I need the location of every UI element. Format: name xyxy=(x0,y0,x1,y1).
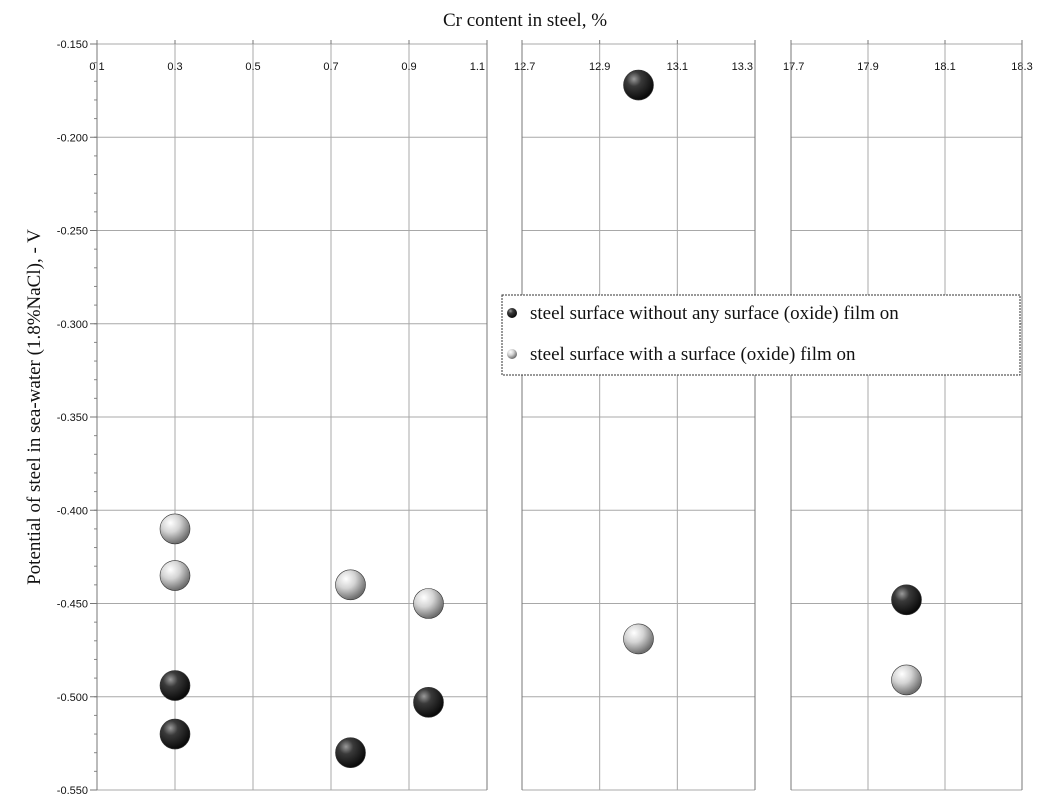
x-tick-label: 17.9 xyxy=(857,61,878,73)
x-tick-label: 12.7 xyxy=(514,61,535,73)
x-tick-label: 0.9 xyxy=(401,61,416,73)
x-tick-label: 12.9 xyxy=(589,61,610,73)
x-tick-label: 13.1 xyxy=(667,61,688,73)
y-axis: -0.150 -0.200 -0.250 -0.300 -0.350 -0.400 -0.4… xyxy=(57,39,98,796)
y-tick-label: -0.200 xyxy=(57,132,88,144)
y-tick-label: -0.500 xyxy=(57,692,88,704)
x-tick-label: 13.3 xyxy=(732,61,753,73)
chart-title: Cr content in steel, % xyxy=(443,10,607,31)
data-point-no-film xyxy=(159,718,191,750)
x-tick-label: 1.1 xyxy=(470,61,485,73)
data-point-no-film xyxy=(413,687,444,718)
legend-label-no-film: steel surface without any surface (oxide… xyxy=(530,303,899,324)
panels: 0.1 0.3 0.5 0.7 0.9 1.1 12.7 12.9 13.1 13.3 17.7 17… xyxy=(89,40,1033,791)
data-point-with-film xyxy=(159,513,191,545)
y-tick-label: -0.550 xyxy=(57,785,88,796)
legend-box xyxy=(501,294,1021,376)
y-tick-label: -0.300 xyxy=(57,319,88,331)
data-point-no-film xyxy=(623,69,654,101)
x-tick-label: 17.7 xyxy=(783,61,804,73)
legend-marker-no-film xyxy=(507,308,517,318)
data-point-with-film xyxy=(891,664,922,696)
x-tick-label: 18.1 xyxy=(934,61,955,73)
x-tick-label: 0.5 xyxy=(245,61,260,73)
y-tick-label: -0.350 xyxy=(57,412,88,424)
x-tick-label: 0.3 xyxy=(167,61,182,73)
legend: steel surface without any surface (oxide… xyxy=(501,294,1021,376)
legend-label-with-film: steel surface with a surface (oxide) fil… xyxy=(530,344,856,365)
y-tick-label: -0.250 xyxy=(57,226,88,238)
legend-marker-with-film xyxy=(507,349,517,359)
y-tick-label: -0.450 xyxy=(57,599,88,611)
y-tick-label: -0.400 xyxy=(57,505,88,517)
y-tick-label: -0.150 xyxy=(57,39,88,51)
x-tick-label: 0.7 xyxy=(323,61,338,73)
data-point-with-film xyxy=(623,623,654,655)
data-point-with-film xyxy=(335,569,366,601)
data-points xyxy=(159,69,922,769)
data-point-no-film xyxy=(159,670,191,701)
data-point-with-film xyxy=(159,560,191,591)
data-point-no-film xyxy=(335,737,366,769)
data-point-with-film xyxy=(413,588,444,619)
data-point-no-film xyxy=(891,584,922,616)
y-axis-label: Potential of steel in sea-water (1.8%NaC… xyxy=(24,229,45,585)
